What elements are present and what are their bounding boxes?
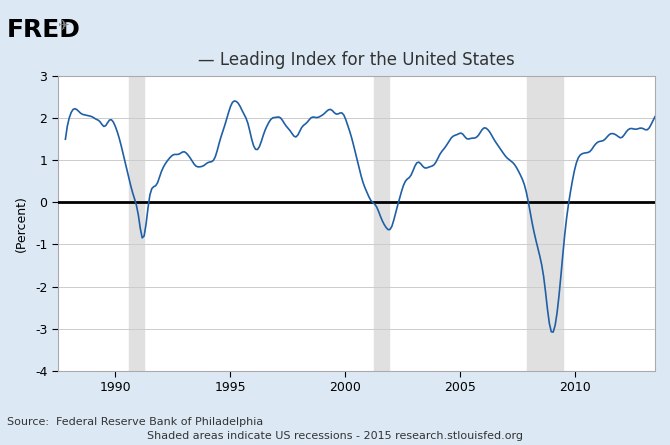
Bar [527,76,563,371]
Text: Shaded areas indicate US recessions - 2015 research.stlouisfed.org: Shaded areas indicate US recessions - 20… [147,431,523,441]
Bar [129,76,144,371]
Title: — Leading Index for the United States: — Leading Index for the United States [198,51,515,69]
Text: FRED: FRED [7,18,80,42]
Text: ✈: ✈ [57,18,68,32]
Y-axis label: (Percent): (Percent) [15,195,28,252]
Text: Source:  Federal Reserve Bank of Philadelphia: Source: Federal Reserve Bank of Philadel… [7,417,263,427]
Bar [374,76,389,371]
